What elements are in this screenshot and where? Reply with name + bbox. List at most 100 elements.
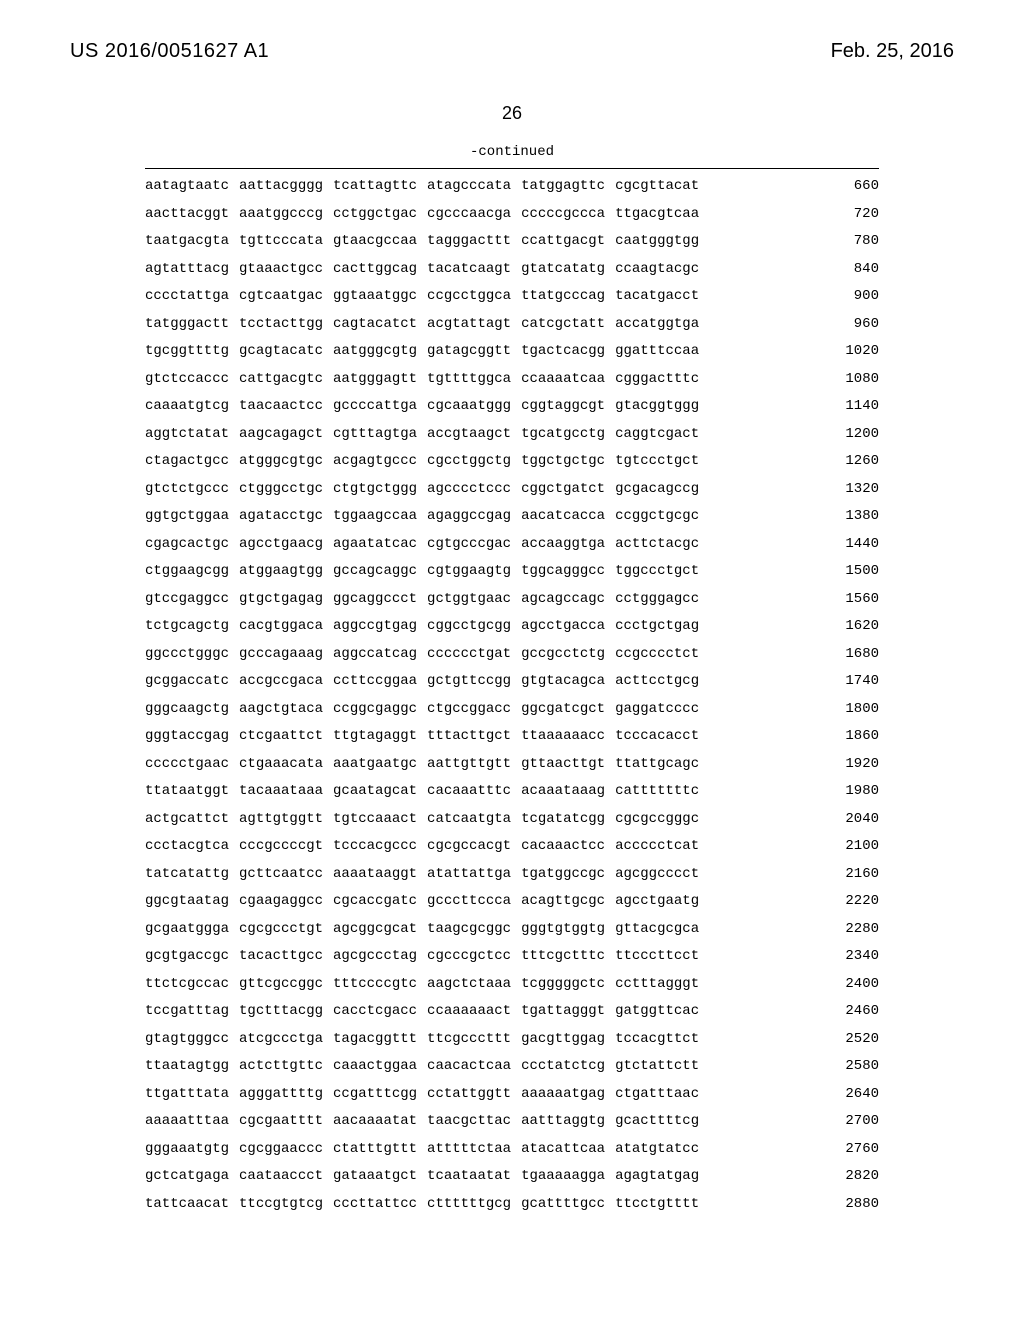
sequence-block: tgttttggca [427, 372, 511, 386]
sequence-position: 2280 [829, 922, 879, 936]
sequence-block: ttaatagtgg [145, 1059, 229, 1073]
sequence-block: ccttccggaa [333, 674, 417, 688]
sequence-block: ctcgaattct [239, 729, 323, 743]
sequence-block: aatgggcgtg [333, 344, 417, 358]
sequence-block: cgcgttacat [615, 179, 699, 193]
sequence-block: cattgacgtc [239, 372, 323, 386]
sequence-block: gcggaccatc [145, 674, 229, 688]
sequence-block: cgtgcccgac [427, 537, 511, 551]
sequence-position: 900 [829, 289, 879, 303]
sequence-block: atatgtatcc [615, 1142, 699, 1156]
sequence-block: ctggaagcgg [145, 564, 229, 578]
sequence-row: gggtaccgagctcgaattctttgtagaggttttacttgct… [145, 729, 879, 743]
sequence-row: caaaatgtcgtaacaactccgccccattgacgcaaatggg… [145, 399, 879, 413]
sequence-block: agaggccgag [427, 509, 511, 523]
sequence-block: tgactcacgg [521, 344, 605, 358]
sequence-row: gcgtgaccgctacacttgccagcgccctagcgcccgctcc… [145, 949, 879, 963]
sequence-block: gcgaatggga [145, 922, 229, 936]
sequence-block: tcccacacct [615, 729, 699, 743]
sequence-block: agaatatcac [333, 537, 417, 551]
sequence-block: tttcgctttc [521, 949, 605, 963]
sequence-block: cccgccccgt [239, 839, 323, 853]
sequence-block: cctattggtt [427, 1087, 511, 1101]
sequence-block: tggctgctgc [521, 454, 605, 468]
sequence-block: gcttcaatcc [239, 867, 323, 881]
sequence-block: taagcgcggc [427, 922, 511, 936]
sequence-block: tgaaaaagga [521, 1169, 605, 1183]
sequence-position: 1980 [829, 784, 879, 798]
sequence-block: gccagcaggc [333, 564, 417, 578]
sequence-row: ggccctgggcgcccagaaagaggccatcagcccccctgat… [145, 647, 879, 661]
sequence-row: aacttacggtaaatggcccgcctggctgaccgcccaacga… [145, 207, 879, 221]
sequence-block: agatacctgc [239, 509, 323, 523]
sequence-block: cggctgatct [521, 482, 605, 496]
sequence-block: gcgtgaccgc [145, 949, 229, 963]
sequence-block: cagtacatct [333, 317, 417, 331]
sequence-block: tacatcaagt [427, 262, 511, 276]
sequence-row: ggtgctggaaagatacctgctggaagccaaagaggccgag… [145, 509, 879, 523]
sequence-row: taatgacgtatgttcccatagtaacgccaatagggacttt… [145, 234, 879, 248]
sequence-block: atggaagtgg [239, 564, 323, 578]
sequence-block: aggccgtgag [333, 619, 417, 633]
sequence-block: cgcccgctcc [427, 949, 511, 963]
sequence-block: gggtgtggtg [521, 922, 605, 936]
sequence-row: aggtctatataagcagagctcgtttagtgaaccgtaagct… [145, 427, 879, 441]
sequence-block: agcctgaacg [239, 537, 323, 551]
sequence-block: ggcgatcgct [521, 702, 605, 716]
sequence-position: 1920 [829, 757, 879, 771]
page-number: 26 [0, 103, 1024, 124]
sequence-block: gtctctgccc [145, 482, 229, 496]
sequence-block: agcggcccct [615, 867, 699, 881]
sequence-block: cgagcactgc [145, 537, 229, 551]
sequence-block: gggaaatgtg [145, 1142, 229, 1156]
sequence-block: tagggacttt [427, 234, 511, 248]
sequence-block: ccgcccctct [615, 647, 699, 661]
sequence-block: cgcgaatttt [239, 1114, 323, 1128]
sequence-block: cgggactttc [615, 372, 699, 386]
sequence-block: ttattgcagc [615, 757, 699, 771]
sequence-block: caatgggtgg [615, 234, 699, 248]
sequence-block: tgatggccgc [521, 867, 605, 881]
sequence-position: 1080 [829, 372, 879, 386]
sequence-block: ccaaaaaact [427, 1004, 511, 1018]
sequence-row: aatagtaatcaattacggggtcattagttcatagcccata… [145, 179, 879, 193]
sequence-block: ccctgctgag [615, 619, 699, 633]
sequence-block: gcaatagcat [333, 784, 417, 798]
sequence-block: atcgccctga [239, 1032, 323, 1046]
sequence-block: tttacttgct [427, 729, 511, 743]
sequence-block: agcccctccc [427, 482, 511, 496]
sequence-block: ccaaaatcaa [521, 372, 605, 386]
sequence-block: tattcaacat [145, 1197, 229, 1211]
sequence-block: ttaaaaaacc [521, 729, 605, 743]
sequence-block: ggatttccaa [615, 344, 699, 358]
sequence-block: ttcgcccttt [427, 1032, 511, 1046]
sequence-block: gtatcatatg [521, 262, 605, 276]
sequence-position: 2160 [829, 867, 879, 881]
sequence-position: 2880 [829, 1197, 879, 1211]
sequence-block: tgctttacgg [239, 1004, 323, 1018]
sequence-block: taacgcttac [427, 1114, 511, 1128]
sequence-position: 2700 [829, 1114, 879, 1128]
sequence-row: cgagcactgc agcctgaacg agaatatcac cgtgcccgac… [145, 537, 879, 551]
sequence-row: actgcattctagttgtggtttgtccaaactcatcaatgta… [145, 812, 879, 826]
sequence-block: actgcattct [145, 812, 229, 826]
sequence-position: 720 [829, 207, 879, 221]
sequence-block: atttttctaa [427, 1142, 511, 1156]
sequence-block: atacattcaa [521, 1142, 605, 1156]
sequence-position: 2640 [829, 1087, 879, 1101]
sequence-position: 2220 [829, 894, 879, 908]
sequence-row: ttgatttataagggattttgccgatttcggcctattggtt… [145, 1087, 879, 1101]
sequence-block: cacaaatttc [427, 784, 511, 798]
sequence-block: aaaaatttaa [145, 1114, 229, 1128]
sequence-block: cgtggaagtg [427, 564, 511, 578]
sequence-row: gtctccaccccattgacgtcaatgggagtttgttttggca… [145, 372, 879, 386]
sequence-position: 2460 [829, 1004, 879, 1018]
sequence-position: 2520 [829, 1032, 879, 1046]
sequence-block: catcgctatt [521, 317, 605, 331]
sequence-block: gggtaccgag [145, 729, 229, 743]
sequence-row: ttctcgccacgttcgccggctttccccgtcaagctctaaa… [145, 977, 879, 991]
sequence-block: acagttgcgc [521, 894, 605, 908]
patent-number: US 2016/0051627 A1 [70, 40, 269, 63]
sequence-block: gctggtgaac [427, 592, 511, 606]
sequence-block: gtgtacagca [521, 674, 605, 688]
